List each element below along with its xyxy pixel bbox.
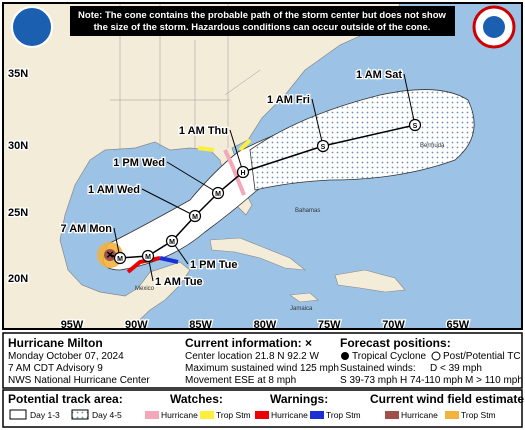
lat-label: 20N <box>8 273 28 285</box>
place-label: Jamaica <box>290 306 313 312</box>
leader-line <box>403 73 416 126</box>
hurricane-warning <box>126 256 161 274</box>
legend-swatch <box>385 411 399 419</box>
advisory: 7 AM CDT Advisory 9 <box>8 363 103 374</box>
note-box <box>70 6 455 36</box>
track-letter: M <box>192 214 198 221</box>
track-label: 1 AM Sat <box>356 69 402 81</box>
legend-label: Trop Stm <box>326 410 361 420</box>
land-cuba <box>209 237 306 271</box>
current-title: Current information: × <box>185 336 312 350</box>
track-point <box>316 139 330 153</box>
hurricane-watch <box>223 149 246 196</box>
track-label: 1 AM Fri <box>267 94 310 106</box>
state-lines <box>110 3 261 150</box>
note-line: Note: The cone contains the probable pat… <box>78 10 446 21</box>
legend-swatch <box>310 411 324 419</box>
wind-class: D < 39 mph <box>430 363 482 374</box>
legend-label: Hurricane <box>401 410 438 420</box>
track-point <box>211 186 225 200</box>
land-hispaniola <box>334 269 406 293</box>
track-letter: M <box>145 254 151 261</box>
track-label: 1 PM Tue <box>190 259 237 271</box>
legend-label: Trop Stm <box>461 410 496 420</box>
leader-line <box>311 98 324 147</box>
winds-title: Sustained winds: <box>340 363 416 374</box>
legend-label: Hurricane <box>271 410 308 420</box>
track-point <box>165 234 179 248</box>
legend-title: Warnings: <box>270 392 328 406</box>
track-letter: H <box>240 170 245 177</box>
track-letter: M <box>215 191 221 198</box>
legend-label: Day 4-5 <box>92 410 122 420</box>
office: NWS National Hurricane Center <box>8 375 150 386</box>
place-label: Bahamas <box>295 208 320 214</box>
current-line: Maximum sustained wind 125 mph <box>185 363 339 374</box>
legend-swatch <box>9 409 27 420</box>
legend-swatch <box>200 411 214 419</box>
track-label: 1 AM Thu <box>179 125 228 137</box>
land-jamaica <box>289 292 319 303</box>
ptc-symbol <box>431 351 441 361</box>
current-line: Movement ESE at 8 mph <box>185 375 296 386</box>
legend-label: Day 1-3 <box>30 410 60 420</box>
tc-symbol <box>341 352 349 360</box>
leader-line <box>166 161 219 194</box>
legend-swatch <box>71 409 89 420</box>
legend-label: Hurricane <box>161 410 198 420</box>
cone-day-4-5 <box>249 89 475 191</box>
current-line: Center location 21.8 N 92.2 W <box>185 351 320 362</box>
tc-label: Tropical Cyclone <box>352 351 427 362</box>
ptc-label: Post/Potential TC <box>443 351 521 362</box>
track-label: 7 AM Mon <box>60 223 112 235</box>
track-letter: M <box>117 256 123 263</box>
lat-label: 30N <box>8 140 28 152</box>
legend-swatch <box>255 411 269 419</box>
legend-title: Current wind field estimate: <box>370 392 525 406</box>
legend-title: Potential track area: <box>8 392 123 406</box>
note-line: the size of the storm. Hazardous conditi… <box>94 22 431 33</box>
land-north-america <box>3 3 401 329</box>
leader-line <box>229 129 244 173</box>
legend-panel <box>2 389 523 428</box>
track-label: 1 AM Tue <box>155 276 203 288</box>
wind-class: M > 110 mph <box>465 375 523 386</box>
track-letter: S <box>413 123 418 130</box>
place-label: Mexico <box>135 286 155 292</box>
lat-label: 35N <box>8 68 28 80</box>
track-label: 1 AM Wed <box>88 184 140 196</box>
info-panel <box>2 332 523 389</box>
track-point <box>113 251 127 265</box>
forecast-title: Forecast positions: <box>340 336 451 350</box>
lat-label: 25N <box>8 207 28 219</box>
storm-name: Hurricane Milton <box>8 336 103 350</box>
noaa-logo <box>11 6 53 48</box>
wind-class: H 74-110 mph <box>400 375 463 386</box>
track-point <box>141 249 155 263</box>
nws-logo-inner <box>483 16 505 38</box>
legend-label: Trop Stm <box>216 410 251 420</box>
current-position: × <box>106 247 114 262</box>
track-label: 1 PM Wed <box>113 157 165 169</box>
legend-swatch <box>445 411 459 419</box>
tropical-storm-watch <box>197 138 252 152</box>
wind-class: S 39-73 mph <box>340 375 397 386</box>
leader-line <box>141 188 196 217</box>
date: Monday October 07, 2024 <box>8 351 124 362</box>
track-letter: S <box>321 144 326 151</box>
legend-swatch <box>145 411 159 419</box>
track-point <box>188 209 202 223</box>
track-point <box>236 165 250 179</box>
tropical-storm-warning <box>159 256 179 264</box>
legend-title: Watches: <box>170 392 223 406</box>
map-border <box>2 2 523 330</box>
track-point <box>408 118 422 132</box>
track-letter: M <box>169 239 175 246</box>
place-label: Bermuda <box>420 143 445 149</box>
